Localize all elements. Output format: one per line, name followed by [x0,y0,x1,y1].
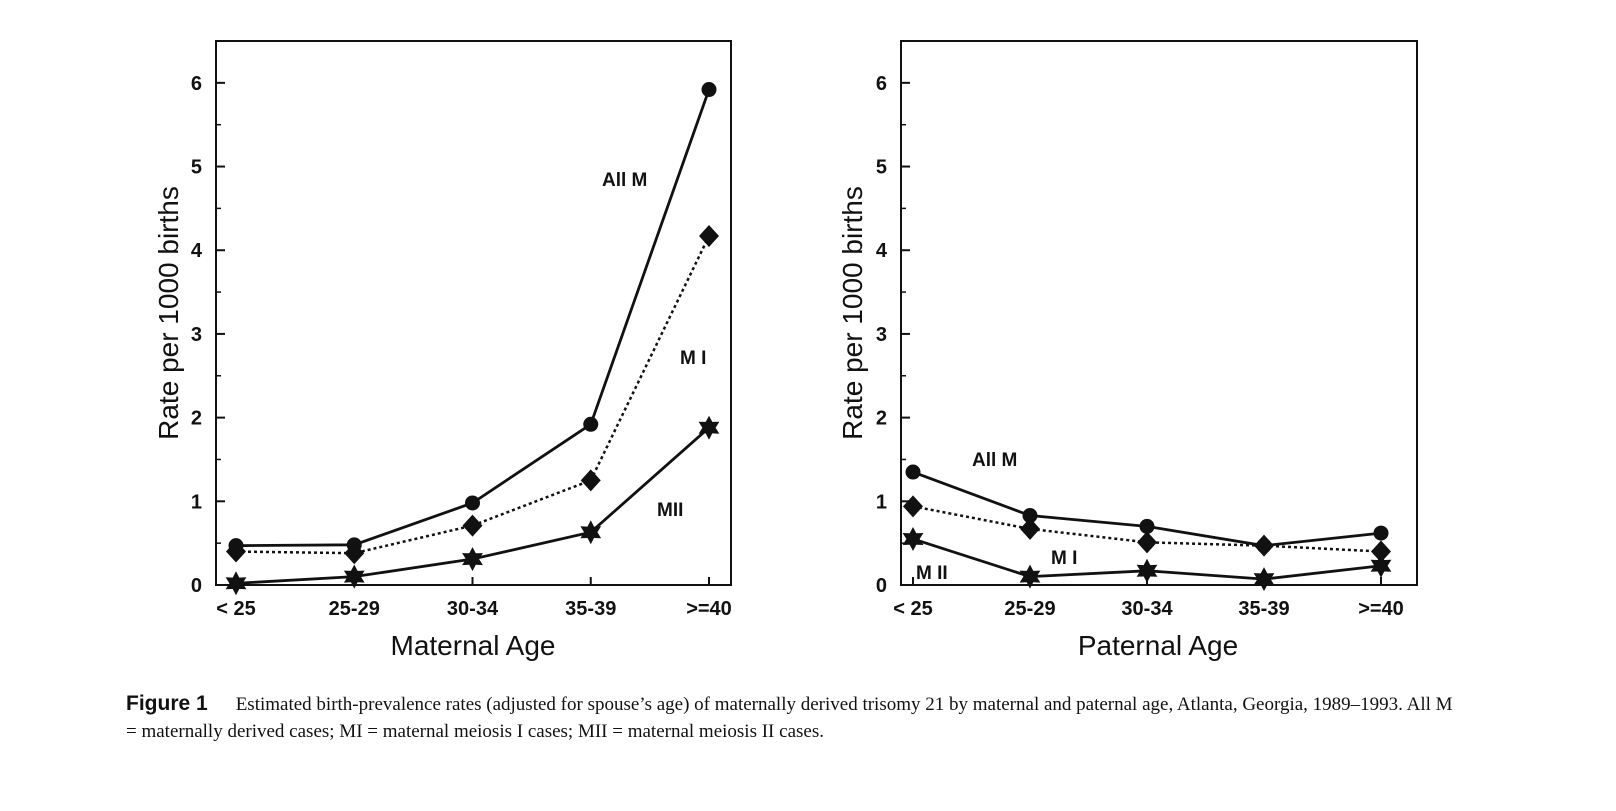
data-point-m-i [1020,517,1040,540]
x-tick-label: < 25 [893,598,932,620]
data-point-mii [462,547,483,572]
y-tick-label: 4 [876,240,888,262]
y-tick-label: 1 [191,491,202,513]
data-point-m-i [1137,531,1157,554]
data-point-m-i [699,225,719,248]
series-label-all-m: All M [602,170,647,191]
y-tick-label: 3 [876,324,887,346]
y-tick-label: 2 [876,408,887,430]
data-point-mii [343,564,365,589]
caption-text: Estimated birth-prevalence rates (adjust… [126,694,1453,742]
maternal-age-chart: 0 1 2 3 4 5 6 < 25 25-29 30-34 35-39 >=40 Rate per… [153,40,732,661]
y-tick-label: 6 [191,73,202,95]
x-axis-ticks: < 25 25-29 30-34 35-39 >=40 [893,577,1404,620]
series-label-m-i: M I [1051,548,1077,569]
data-point-m-i [1371,540,1391,563]
x-tick-label: >=40 [1358,598,1404,620]
data-point-mii [225,571,247,596]
data-point-all-m [583,416,599,432]
y-axis-ticks: 0 1 2 3 4 5 6 [876,40,910,597]
y-tick-label: 5 [191,157,202,179]
series-label-all-m: All M [972,450,1017,471]
data-point-all-m [905,464,921,480]
data-point-m-ii [1136,558,1158,583]
series-layer [225,82,720,596]
series-label-mii: MII [657,500,683,521]
data-point-all-m [1022,508,1038,524]
x-tick-label: 30-34 [1121,598,1173,620]
series-line-m-i [235,235,711,555]
data-point-m-i [344,542,365,565]
data-point-m-ii [902,527,924,551]
x-tick-label: 25-29 [1004,598,1055,620]
data-point-all-m [1139,518,1155,534]
figure-caption: Figure 1 Estimated birth-prevalence rates… [126,690,1456,745]
data-point-mii [698,415,720,440]
data-point-all-m [701,82,717,98]
series-label-m-i: M I [680,348,706,369]
y-axis-title: Rate per 1000 births [837,186,868,440]
data-point-m-i [903,495,923,518]
data-point-m-i [226,540,246,563]
y-axis-ticks: 0 1 2 3 4 5 6 [191,40,225,597]
series-layer [902,464,1392,592]
data-point-all-m [465,495,480,511]
data-point-mii [580,520,602,545]
y-tick-label: 4 [191,240,203,262]
data-point-all-m [1373,525,1389,541]
y-tick-label: 2 [191,408,202,430]
series-line-all-m [235,89,711,548]
x-axis-title: Paternal Age [1078,630,1238,661]
data-point-m-i [580,469,601,492]
data-point-m-ii [1370,553,1392,578]
x-tick-label: >=40 [686,598,732,620]
plot-frame [900,40,1418,586]
x-tick-label: 25-29 [329,598,380,620]
data-point-m-ii [1019,564,1041,589]
data-point-m-i [1254,534,1274,557]
y-tick-label: 5 [876,157,887,179]
y-tick-label: 3 [191,324,202,346]
x-tick-label: 35-39 [1238,598,1289,620]
y-tick-label: 1 [876,491,887,513]
paternal-age-chart: 0 1 2 3 4 5 6 < 25 25-29 30-34 35-39 >=40 Rate per… [837,40,1418,661]
x-tick-label: 30-34 [447,598,499,620]
series-label-m-ii: M II [916,563,948,584]
caption-label: Figure 1 [126,692,208,715]
y-axis-title: Rate per 1000 births [153,186,184,440]
y-tick-label: 6 [876,73,887,95]
y-tick-label: 0 [191,575,202,597]
y-tick-label: 0 [876,575,887,597]
data-point-m-i [462,514,483,537]
data-point-m-ii [1253,567,1275,592]
x-tick-label: 35-39 [565,598,616,620]
x-axis-title: Maternal Age [391,630,556,661]
x-axis-ticks: < 25 25-29 30-34 35-39 >=40 [216,577,732,620]
x-tick-label: < 25 [216,598,255,620]
